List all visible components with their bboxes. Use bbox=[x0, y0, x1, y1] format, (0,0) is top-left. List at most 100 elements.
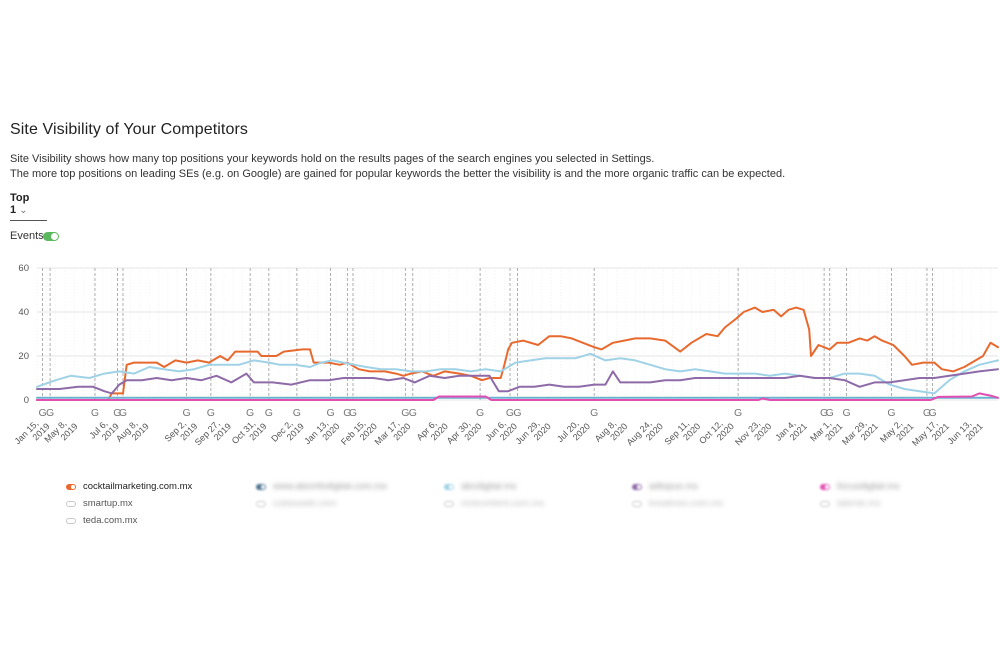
legend-item-competitor[interactable]: adtopus.mx bbox=[632, 478, 723, 495]
x-tick-label: Dec 2,2019 bbox=[269, 418, 306, 443]
legend-toggle-off-icon bbox=[66, 517, 76, 524]
event-marker-label: G bbox=[409, 407, 417, 419]
page-title: Site Visibility of Your Competitors bbox=[10, 121, 248, 138]
legend-toggle-off-icon bbox=[632, 500, 642, 507]
legend-item-cocktailmarketing[interactable]: cocktailmarketing.com.mx bbox=[66, 478, 192, 495]
legend-toggle-on-icon bbox=[256, 483, 266, 490]
legend-toggle-off-icon bbox=[444, 500, 454, 507]
event-marker-label: G bbox=[265, 407, 273, 419]
top-positions-value: Top 1 bbox=[10, 192, 30, 216]
legend-toggle-on-icon bbox=[820, 483, 830, 490]
events-toggle[interactable] bbox=[43, 232, 59, 241]
event-marker-label: G bbox=[182, 407, 190, 419]
series-line bbox=[36, 368, 999, 395]
x-tick-label: Mar 29,2021 bbox=[840, 418, 880, 447]
x-tick-label: Jul 6,2019 bbox=[87, 418, 121, 442]
x-tick-label: Aug 8,2020 bbox=[593, 418, 630, 443]
x-tick-label: May 17,2021 bbox=[910, 418, 951, 448]
event-marker-label: G bbox=[923, 407, 931, 419]
legend-item-smartup[interactable]: smartup.mx bbox=[66, 495, 192, 512]
legend-column-1: cocktailmarketing.com.mx smartup.mx teda… bbox=[66, 478, 192, 529]
event-marker-label: G bbox=[326, 407, 334, 419]
x-tick-label: Mar 17,2020 bbox=[373, 418, 413, 447]
legend-label: www.abcinfodigital.com.mx bbox=[273, 481, 388, 492]
x-tick-label: Jun 13,2021 bbox=[945, 418, 984, 446]
legend-item-teda[interactable]: teda.com.mx bbox=[66, 512, 192, 529]
x-tick-label: Oct 31,2019 bbox=[230, 418, 269, 446]
x-tick-label: Sep 11,2020 bbox=[663, 418, 703, 447]
event-marker-label: G bbox=[506, 407, 514, 419]
legend-item-competitor[interactable]: cubesweb.com bbox=[256, 495, 387, 512]
event-marker-label: G bbox=[46, 407, 54, 419]
legend-toggle-off-icon bbox=[820, 500, 830, 507]
event-marker-label: G bbox=[820, 407, 828, 419]
legend-column-4: adtopus.mx kreativoo.com.mx bbox=[632, 478, 723, 512]
legend-item-competitor[interactable]: focusdigital.mx bbox=[820, 478, 900, 495]
event-marker-label: G bbox=[476, 407, 484, 419]
x-tick-label: Jun 29,2020 bbox=[514, 418, 553, 446]
legend-toggle-on-icon bbox=[632, 483, 642, 490]
legend-label: rootcontent.com.mx bbox=[461, 498, 545, 509]
x-tick-label: Nov 23,2020 bbox=[733, 418, 773, 447]
event-marker-label: G bbox=[207, 407, 215, 419]
legend-label: kreativoo.com.mx bbox=[649, 498, 724, 509]
y-tick-label: 0 bbox=[24, 395, 29, 406]
legend-label: focusdigital.mx bbox=[837, 481, 900, 492]
x-tick-label: Apr 30,2020 bbox=[445, 418, 484, 446]
legend-item-competitor[interactable]: rootcontent.com.mx bbox=[444, 495, 544, 512]
legend-column-5: focusdigital.mx latente.mx bbox=[820, 478, 900, 512]
event-marker-label: G bbox=[349, 407, 357, 419]
legend-label: latente.mx bbox=[837, 498, 881, 509]
series-line bbox=[36, 352, 999, 395]
x-tick-label: Sep 2,2019 bbox=[163, 418, 200, 443]
x-tick-label: Jun 6,2020 bbox=[483, 418, 519, 442]
legend-column-2: www.abcinfodigital.com.mx cubesweb.com bbox=[256, 478, 387, 512]
x-tick-label: Jan 4,2021 bbox=[773, 418, 809, 442]
x-tick-label: Jan 13,2020 bbox=[302, 418, 341, 446]
event-marker-label: G bbox=[734, 407, 742, 419]
legend-label: abcdigital.mx bbox=[461, 481, 517, 492]
x-tick-label: Feb 15,2020 bbox=[339, 418, 379, 447]
legend-toggle-on-icon bbox=[444, 483, 454, 490]
description: Site Visibility shows how many top posit… bbox=[10, 152, 785, 182]
x-tick-label: May 2,2021 bbox=[878, 418, 915, 444]
legend-toggle-off-icon bbox=[256, 500, 266, 507]
x-tick-label: Jul 20,2020 bbox=[555, 418, 592, 444]
description-line-1: Site Visibility shows how many top posit… bbox=[10, 153, 655, 165]
legend-column-3: abcdigital.mx rootcontent.com.mx bbox=[444, 478, 544, 512]
x-tick-label: Mar 1,2021 bbox=[808, 418, 844, 443]
legend-label: smartup.mx bbox=[83, 498, 133, 509]
event-marker-label: G bbox=[401, 407, 409, 419]
event-marker-label: G bbox=[590, 407, 598, 419]
legend-item-competitor[interactable]: latente.mx bbox=[820, 495, 900, 512]
legend-toggle-off-icon bbox=[66, 500, 76, 507]
event-marker-label: G bbox=[246, 407, 254, 419]
legend-label: teda.com.mx bbox=[83, 515, 138, 526]
legend-toggle-on-icon bbox=[66, 483, 76, 490]
series-line bbox=[36, 306, 999, 401]
event-marker-label: G bbox=[343, 407, 351, 419]
y-tick-label: 40 bbox=[18, 307, 29, 318]
event-marker-label: G bbox=[826, 407, 834, 419]
description-line-2: The more top positions on leading SEs (e… bbox=[10, 168, 786, 180]
events-label: Events bbox=[10, 230, 44, 242]
x-tick-label: Aug 24,2020 bbox=[625, 418, 665, 447]
x-tick-label: Sep 27,2019 bbox=[193, 418, 233, 447]
event-marker-label: G bbox=[928, 407, 936, 419]
legend-item-competitor[interactable]: kreativoo.com.mx bbox=[632, 495, 723, 512]
legend-label: cubesweb.com bbox=[273, 498, 337, 509]
top-positions-dropdown[interactable]: Top 1 ⌄ bbox=[10, 192, 47, 221]
x-tick-label: May 8,2019 bbox=[42, 418, 79, 444]
chevron-down-icon: ⌄ bbox=[19, 205, 28, 216]
event-marker-label: G bbox=[513, 407, 521, 419]
event-marker-label: G bbox=[119, 407, 127, 419]
event-marker-label: G bbox=[39, 407, 47, 419]
x-tick-label: Oct 12,2020 bbox=[697, 418, 736, 446]
y-tick-label: 20 bbox=[18, 351, 29, 362]
x-tick-label: Apr 6,2020 bbox=[415, 418, 450, 442]
legend-item-competitor[interactable]: abcdigital.mx bbox=[444, 478, 544, 495]
legend-item-competitor[interactable]: www.abcinfodigital.com.mx bbox=[256, 478, 387, 495]
legend-label: cocktailmarketing.com.mx bbox=[83, 481, 193, 492]
event-marker-label: G bbox=[842, 407, 850, 419]
